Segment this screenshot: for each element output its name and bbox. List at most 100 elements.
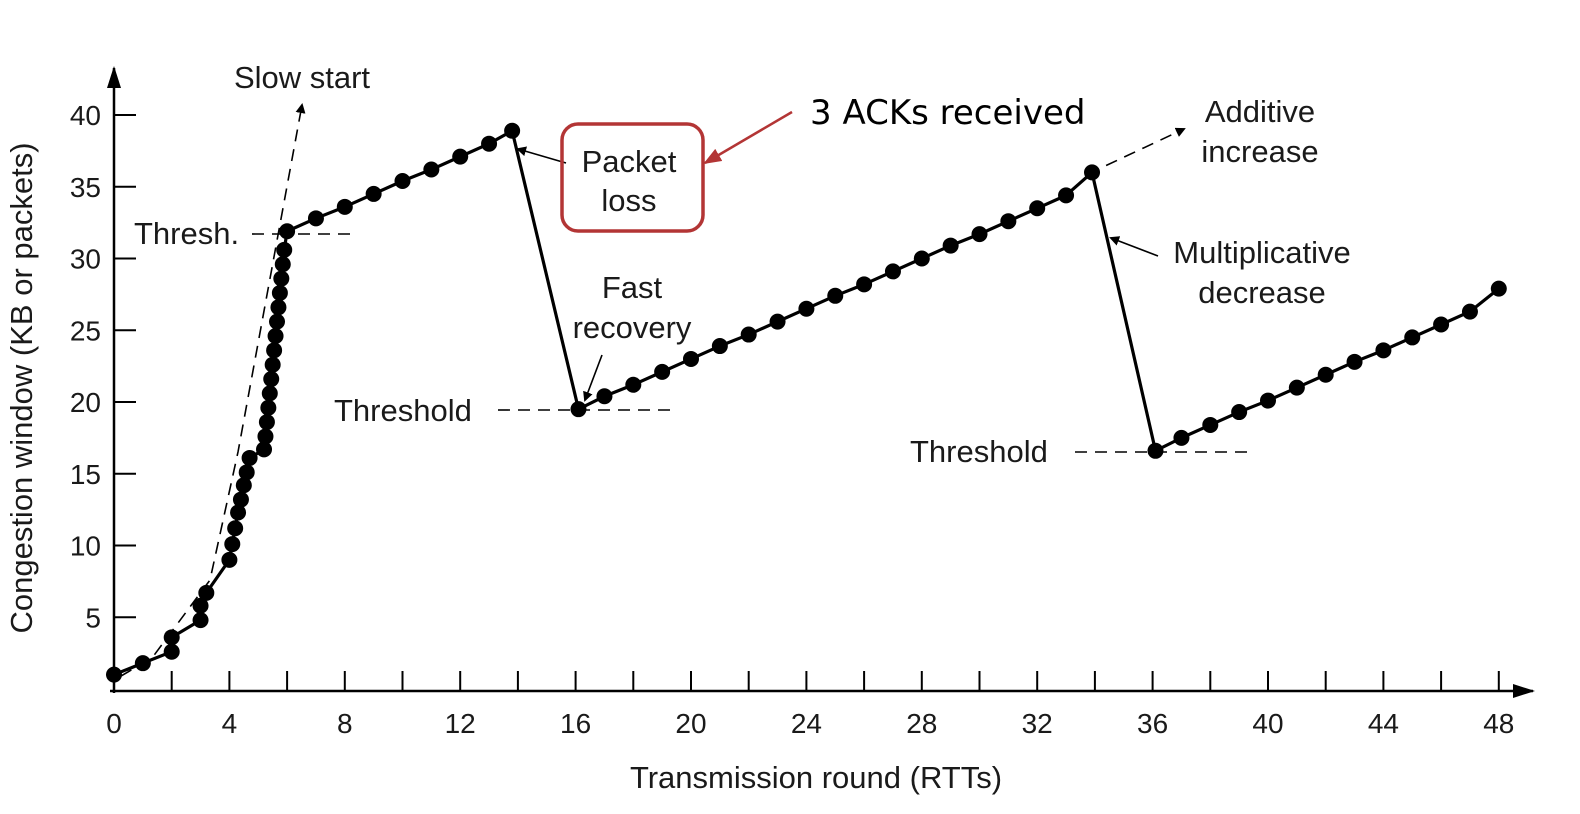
y-ticks: 5 10 15 20 25 30 35 40 <box>70 100 136 633</box>
slow-start-label: Slow start <box>234 60 370 95</box>
thresh-label: Thresh. <box>134 216 239 251</box>
x-tick-label: 8 <box>337 708 353 739</box>
x-tick-label: 24 <box>791 708 822 739</box>
data-point <box>884 263 901 280</box>
data-point <box>913 250 930 267</box>
data-point <box>1058 187 1075 204</box>
data-point <box>267 327 284 344</box>
series-points <box>106 122 1507 683</box>
data-point <box>504 122 521 139</box>
data-point <box>1202 416 1219 433</box>
data-point <box>1000 213 1017 230</box>
x-tick-label: 28 <box>906 708 937 739</box>
data-point <box>654 363 671 380</box>
guide-lines <box>120 103 1252 677</box>
data-point <box>1147 442 1164 459</box>
data-point <box>769 313 786 330</box>
data-point <box>1317 366 1334 383</box>
data-point <box>1433 316 1450 333</box>
data-point <box>192 597 209 614</box>
fast-recovery-label-line2: recovery <box>573 310 692 345</box>
data-point <box>336 198 353 215</box>
x-tick-label: 44 <box>1368 708 1399 739</box>
data-point <box>260 399 277 416</box>
data-point <box>257 428 274 445</box>
data-point <box>740 326 757 343</box>
data-point <box>198 584 215 601</box>
data-point <box>625 376 642 393</box>
data-point <box>279 223 296 240</box>
data-point <box>1084 164 1101 181</box>
acks-received-label: 3 ACKs received <box>810 93 1086 133</box>
y-tick-label: 40 <box>70 100 101 131</box>
data-point <box>106 666 122 683</box>
data-point <box>856 276 873 293</box>
packet-loss-callout-box <box>560 122 705 233</box>
data-point <box>192 612 209 629</box>
data-point <box>163 643 180 660</box>
data-point <box>942 237 959 254</box>
data-point <box>134 655 151 672</box>
acks-callout-arrow <box>703 110 793 165</box>
data-point <box>1490 280 1507 297</box>
data-point <box>274 256 291 273</box>
data-point <box>1231 404 1248 421</box>
x-tick-label: 4 <box>222 708 238 739</box>
data-point <box>1346 353 1363 370</box>
data-point <box>365 185 382 202</box>
fast-recovery-pointer <box>583 354 603 402</box>
data-point <box>423 161 440 178</box>
data-point <box>683 350 699 367</box>
threshold-2-label: Threshold <box>910 434 1048 469</box>
x-tick-label: 0 <box>106 708 122 739</box>
x-tick-label: 40 <box>1252 708 1283 739</box>
packet-loss-label-line2: loss <box>601 183 656 218</box>
data-point <box>711 338 728 355</box>
y-tick-label: 20 <box>70 387 101 418</box>
packet-loss-label-line1: Packet <box>582 144 677 179</box>
data-point <box>221 551 238 568</box>
data-point <box>452 148 469 165</box>
x-tick-label: 20 <box>675 708 706 739</box>
multiplicative-decrease-pointer <box>1109 236 1159 257</box>
data-point <box>827 287 844 304</box>
data-point <box>273 270 290 287</box>
data-point <box>971 226 988 243</box>
y-tick-label: 15 <box>70 459 101 490</box>
data-point <box>1404 329 1421 346</box>
data-point <box>596 388 613 405</box>
data-point <box>227 520 244 537</box>
x-tick-label: 32 <box>1022 708 1053 739</box>
y-tick-label: 10 <box>70 531 101 562</box>
data-point <box>394 173 411 190</box>
threshold-1-label: Threshold <box>334 393 472 428</box>
data-point <box>270 299 287 316</box>
data-point <box>163 629 180 646</box>
data-point <box>1029 200 1046 217</box>
data-point <box>264 356 281 373</box>
data-point <box>269 313 286 330</box>
data-point <box>1461 303 1478 320</box>
multiplicative-decrease-label-line1: Multiplicative <box>1173 235 1350 270</box>
x-tick-label: 36 <box>1137 708 1168 739</box>
y-tick-label: 35 <box>70 172 101 203</box>
additive-increase-guide <box>1087 127 1186 175</box>
annotation-arrows <box>516 146 1159 402</box>
data-point <box>570 401 587 418</box>
additive-increase-label-line1: Additive <box>1205 94 1315 129</box>
data-point <box>256 441 273 458</box>
data-point <box>224 536 241 553</box>
data-point <box>261 385 278 402</box>
y-axis-title: Congestion window (KB or packets) <box>4 142 39 633</box>
packet-loss-pointer <box>516 146 567 164</box>
data-point <box>481 135 498 152</box>
data-point <box>276 241 293 258</box>
series-line-congestion-window <box>113 129 1500 677</box>
x-tick-label: 48 <box>1483 708 1514 739</box>
x-tick-label: 12 <box>445 708 476 739</box>
data-point <box>230 504 247 521</box>
x-axis-title: Transmission round (RTTs) <box>630 760 1002 795</box>
data-point <box>271 284 288 301</box>
y-tick-label: 25 <box>70 315 101 346</box>
multiplicative-decrease-label-line2: decrease <box>1198 275 1326 310</box>
